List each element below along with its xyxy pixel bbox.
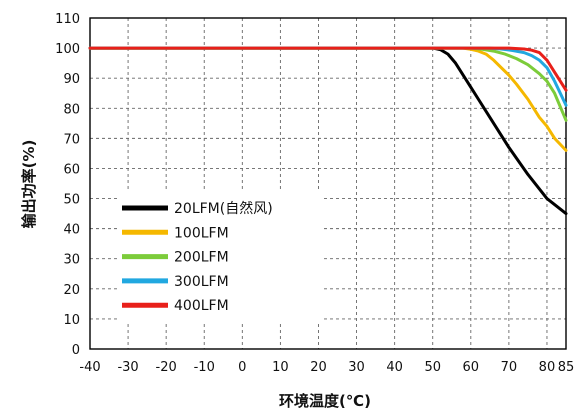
x-tick-label: 70 (501, 360, 518, 375)
legend: 20LFM(自然风) 100LFM 200LFM 300LFM 400LFM (117, 190, 322, 322)
y-tick-label: 50 (63, 193, 80, 208)
x-tick-label: 80 (539, 360, 556, 375)
x-tick-label: 20 (310, 360, 327, 375)
y-tick-label: 100 (55, 42, 80, 57)
y-tick-label: 90 (63, 72, 80, 87)
x-tick-label: -10 (194, 360, 215, 375)
series-line (88, 46, 568, 216)
y-axis-title: 输出功率(%) (20, 140, 38, 229)
x-tick-label: -40 (79, 360, 100, 375)
legend-label: 200LFM (174, 250, 229, 266)
y-tick-label: 110 (55, 12, 80, 27)
series-line (88, 46, 568, 152)
series-layer (88, 46, 568, 216)
legend-label: 20LFM(自然风) (174, 200, 273, 217)
x-tick-label: -30 (117, 360, 138, 375)
y-tick-label: 60 (63, 162, 80, 177)
legend-label: 100LFM (174, 225, 229, 241)
x-axis-title: 环境温度(℃) (279, 392, 371, 410)
x-tick-label: 50 (424, 360, 441, 375)
x-tick-label: 60 (463, 360, 480, 375)
legend-label: 400LFM (174, 298, 229, 314)
legend-label: 300LFM (174, 274, 229, 290)
series-line (88, 46, 568, 107)
x-tick-label: 0 (238, 360, 246, 375)
x-tick-label: 40 (386, 360, 403, 375)
x-tick-labels: -40 -30 -20 -10 0 10 20 30 40 50 60 70 80 85 (79, 360, 574, 375)
y-tick-label: 30 (63, 253, 80, 268)
x-tick-label: 30 (348, 360, 365, 375)
axes (89, 17, 567, 350)
plot-frame (89, 17, 567, 350)
x-tick-label: 10 (272, 360, 289, 375)
y-tick-label: 10 (63, 313, 80, 328)
y-tick-label: 80 (63, 102, 80, 117)
series-line (88, 46, 568, 92)
y-tick-labels: 0 10 20 30 40 50 60 70 80 90 100 110 (55, 12, 80, 358)
y-tick-label: 40 (63, 223, 80, 238)
x-tick-label: -20 (156, 360, 177, 375)
series-line (88, 46, 568, 122)
x-tick-label: 85 (558, 360, 575, 375)
y-tick-label: 70 (63, 132, 80, 147)
y-tick-label: 20 (63, 283, 80, 298)
y-tick-label: 0 (72, 343, 80, 358)
